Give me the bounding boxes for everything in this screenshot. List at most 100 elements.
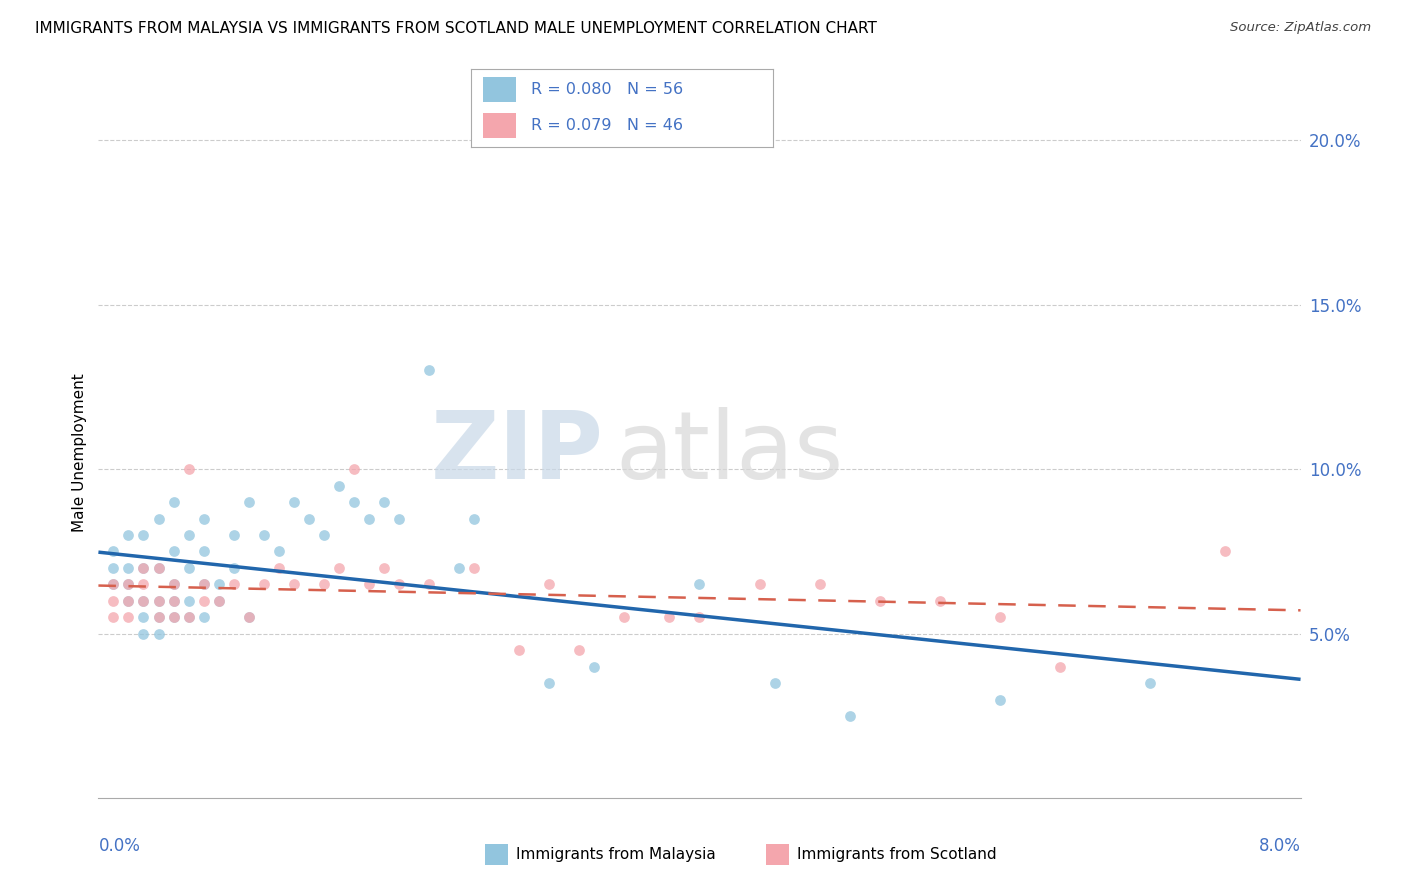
Text: Source: ZipAtlas.com: Source: ZipAtlas.com	[1230, 21, 1371, 35]
Point	[193, 577, 215, 591]
Point	[267, 561, 290, 575]
Point	[222, 528, 245, 542]
Point	[162, 577, 184, 591]
Point	[238, 495, 260, 509]
Point	[162, 594, 184, 608]
Point	[568, 643, 591, 657]
Point	[162, 577, 184, 591]
Text: R = 0.079   N = 46: R = 0.079 N = 46	[531, 118, 683, 133]
Point	[418, 577, 440, 591]
Point	[132, 610, 155, 624]
Point	[583, 659, 606, 673]
Point	[1049, 659, 1071, 673]
Point	[117, 594, 139, 608]
Point	[208, 577, 231, 591]
Point	[193, 594, 215, 608]
Point	[418, 363, 440, 377]
Point	[267, 544, 290, 558]
Point	[283, 495, 305, 509]
Point	[117, 594, 139, 608]
Text: IMMIGRANTS FROM MALAYSIA VS IMMIGRANTS FROM SCOTLAND MALE UNEMPLOYMENT CORRELATI: IMMIGRANTS FROM MALAYSIA VS IMMIGRANTS F…	[35, 21, 877, 37]
Point	[463, 511, 485, 525]
Point	[538, 676, 561, 690]
Point	[193, 511, 215, 525]
Point	[373, 561, 395, 575]
Point	[357, 577, 380, 591]
Point	[177, 462, 200, 476]
Point	[132, 594, 155, 608]
Point	[117, 610, 139, 624]
Point	[222, 577, 245, 591]
Point	[388, 511, 411, 525]
Point	[148, 610, 170, 624]
Text: Immigrants from Malaysia: Immigrants from Malaysia	[516, 847, 716, 862]
Point	[162, 544, 184, 558]
Point	[463, 561, 485, 575]
Point	[193, 544, 215, 558]
Point	[238, 610, 260, 624]
Point	[148, 594, 170, 608]
Point	[312, 577, 335, 591]
Point	[132, 561, 155, 575]
Point	[162, 610, 184, 624]
Point	[988, 692, 1011, 706]
Point	[132, 528, 155, 542]
Point	[238, 610, 260, 624]
Text: atlas: atlas	[616, 407, 844, 499]
Point	[103, 544, 125, 558]
Point	[132, 626, 155, 640]
Text: 8.0%: 8.0%	[1258, 837, 1301, 855]
Point	[928, 594, 950, 608]
Point	[688, 610, 710, 624]
Point	[132, 594, 155, 608]
Point	[177, 610, 200, 624]
Text: Immigrants from Scotland: Immigrants from Scotland	[797, 847, 997, 862]
Point	[312, 528, 335, 542]
Point	[748, 577, 770, 591]
Point	[148, 561, 170, 575]
Point	[193, 610, 215, 624]
Bar	[484, 78, 516, 103]
Point	[117, 577, 139, 591]
Point	[328, 478, 350, 492]
Point	[162, 495, 184, 509]
Point	[808, 577, 831, 591]
Point	[148, 561, 170, 575]
Point	[148, 594, 170, 608]
Point	[162, 594, 184, 608]
Point	[162, 610, 184, 624]
Point	[253, 577, 276, 591]
Point	[177, 528, 200, 542]
Point	[208, 594, 231, 608]
Point	[763, 676, 786, 690]
Point	[508, 643, 530, 657]
Point	[103, 577, 125, 591]
Point	[222, 561, 245, 575]
Point	[177, 610, 200, 624]
Point	[103, 594, 125, 608]
Point	[148, 626, 170, 640]
Point	[613, 610, 636, 624]
Point	[538, 577, 561, 591]
Point	[132, 561, 155, 575]
Point	[838, 709, 860, 723]
Point	[283, 577, 305, 591]
Point	[1215, 544, 1237, 558]
Point	[988, 610, 1011, 624]
Point	[208, 594, 231, 608]
Point	[298, 511, 321, 525]
Point	[117, 528, 139, 542]
Point	[658, 610, 681, 624]
Point	[103, 577, 125, 591]
Point	[193, 577, 215, 591]
Point	[103, 610, 125, 624]
Point	[869, 594, 891, 608]
Point	[177, 594, 200, 608]
Point	[117, 561, 139, 575]
Point	[447, 561, 470, 575]
Text: 0.0%: 0.0%	[98, 837, 141, 855]
Point	[343, 495, 366, 509]
Text: ZIP: ZIP	[430, 407, 603, 499]
Point	[253, 528, 276, 542]
Point	[148, 511, 170, 525]
